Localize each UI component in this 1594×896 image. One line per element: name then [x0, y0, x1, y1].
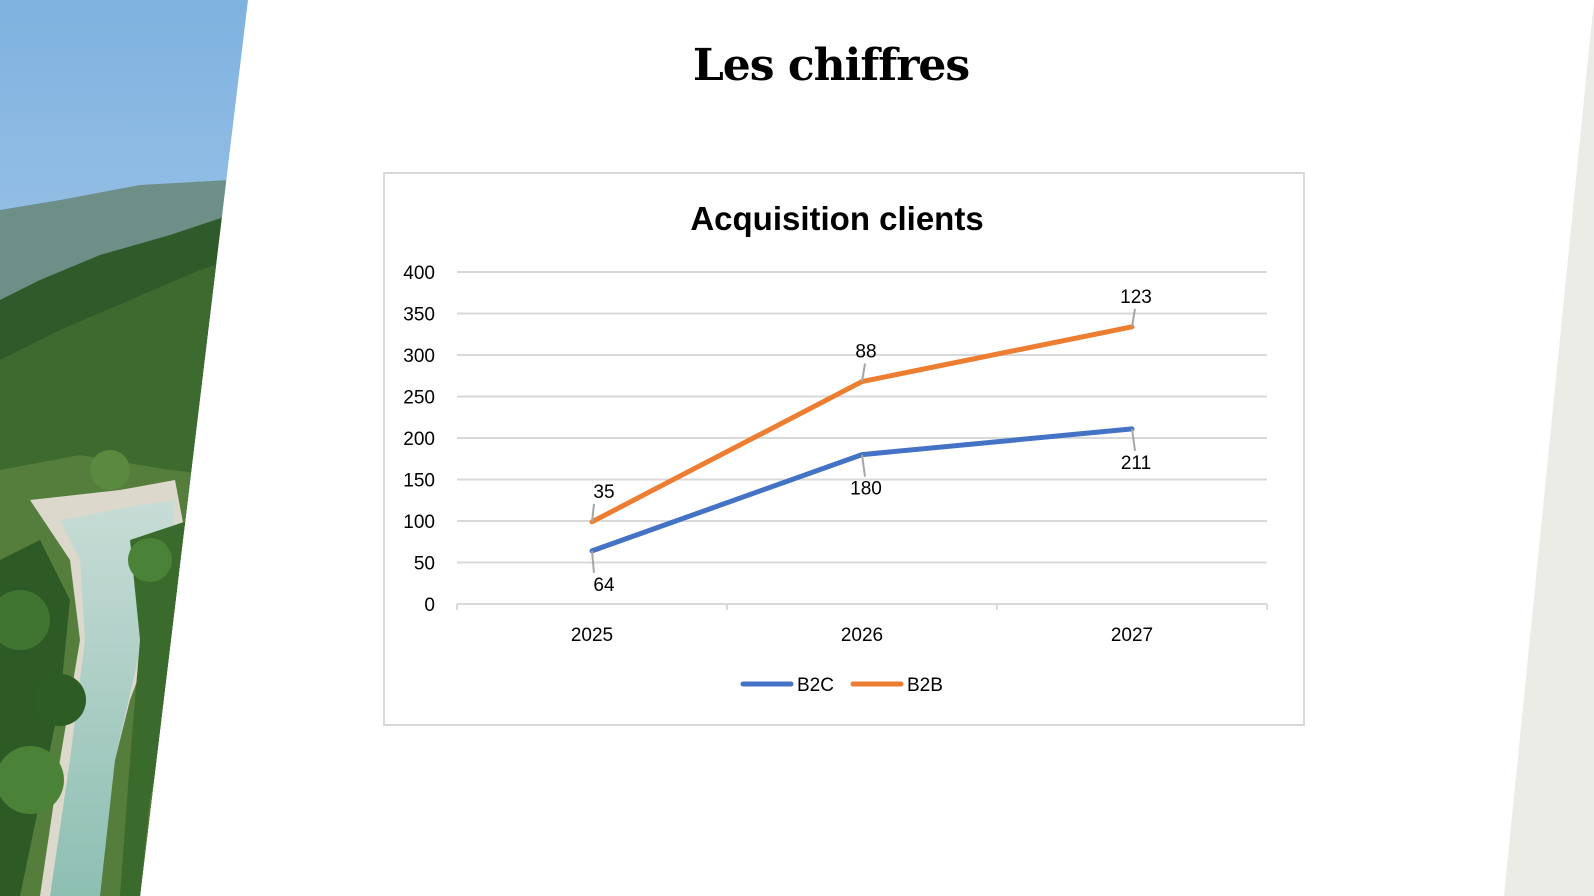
y-tick-label: 200 [403, 429, 435, 450]
legend-label-b2c: B2C [797, 675, 834, 696]
y-tick-label: 400 [403, 263, 435, 284]
data-label: 180 [850, 479, 882, 500]
data-label-leader [1131, 308, 1136, 327]
landscape-photo [0, 0, 248, 896]
y-tick-label: 150 [403, 471, 435, 492]
y-tick-label: 300 [403, 346, 435, 367]
y-tick-label: 350 [403, 305, 435, 326]
x-axis [456, 603, 1268, 610]
y-axis-ticks: 0 50 100 150 200 250 300 350 400 [403, 263, 435, 616]
line-chart: Acquisition clients 0 50 100 150 200 250 300 35… [403, 200, 1268, 696]
data-label-leader [861, 363, 866, 382]
legend-label-b2b: B2B [907, 675, 943, 696]
side-panel-shape [1504, 0, 1594, 896]
data-label: 211 [1121, 453, 1151, 474]
x-tick-label: 2025 [571, 625, 613, 646]
data-label: 64 [593, 575, 615, 596]
data-label: 88 [855, 342, 876, 363]
data-label-leader [861, 454, 866, 477]
x-tick-label: 2027 [1111, 625, 1153, 646]
grid-lines [457, 271, 1267, 564]
data-label: 35 [593, 482, 614, 503]
y-tick-label: 250 [403, 388, 435, 409]
y-tick-label: 100 [403, 512, 435, 533]
page-title: Les chiffres [692, 40, 970, 91]
chart-title: Acquisition clients [690, 200, 983, 237]
x-tick-label: 2026 [841, 625, 883, 646]
x-axis-ticks: 2025 2026 2027 [571, 625, 1153, 646]
data-labels: 64 180 211 35 88 123 [591, 287, 1152, 596]
data-label-leader [591, 503, 595, 522]
data-label-leader [1131, 428, 1136, 452]
data-label-leader [591, 550, 595, 573]
y-tick-label: 50 [414, 554, 435, 575]
legend: B2C B2B [740, 675, 943, 696]
data-label: 123 [1120, 287, 1152, 308]
y-tick-label: 0 [424, 595, 435, 616]
chart-frame: Acquisition clients 0 50 100 150 200 250 300 35… [383, 172, 1305, 726]
